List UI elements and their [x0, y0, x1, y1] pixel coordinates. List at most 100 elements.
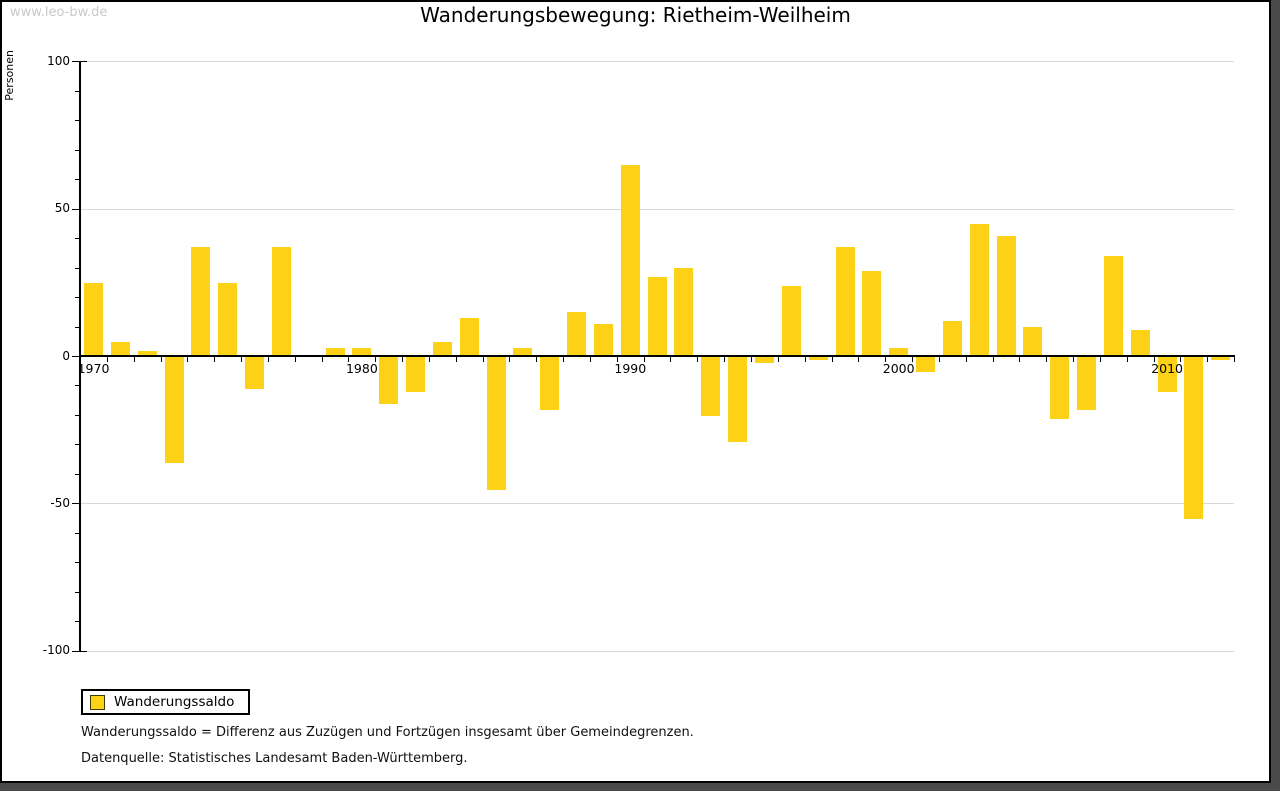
bar-1974 [191, 247, 210, 356]
x-tick [429, 357, 430, 362]
y-tick-minor [75, 120, 79, 122]
x-tick [724, 357, 725, 362]
x-tick [509, 357, 510, 362]
bar-2005 [1023, 327, 1042, 356]
x-tick [644, 357, 645, 362]
bar-1987 [540, 357, 559, 410]
x-tick [241, 357, 242, 362]
y-tick-label: 50 [54, 201, 70, 216]
x-tick [1154, 357, 1155, 362]
x-tick [832, 357, 833, 362]
legend-label: Wanderungssaldo [114, 694, 235, 710]
bar-2006 [1050, 357, 1069, 419]
x-tick [295, 357, 296, 362]
bar-1994 [728, 357, 747, 442]
x-tick [617, 357, 618, 362]
x-tick-label: 1970 [77, 361, 110, 376]
x-tick-label: 2000 [882, 361, 915, 376]
bar-2010 [1158, 357, 1177, 392]
x-tick [214, 357, 215, 362]
bar-1973 [165, 357, 184, 463]
bar-1996 [782, 286, 801, 357]
y-tick-minor [75, 385, 79, 387]
bar-1993 [701, 357, 720, 416]
x-tick [187, 357, 188, 362]
bar-1984 [460, 318, 479, 356]
bar-1979 [326, 348, 345, 357]
x-tick [456, 357, 457, 362]
y-tick-label: 0 [62, 348, 70, 363]
y-gridline [81, 503, 1234, 505]
y-gridline [81, 61, 1234, 63]
x-tick [1100, 357, 1101, 362]
bar-1985 [487, 357, 506, 490]
x-tick [563, 357, 564, 362]
bar-2002 [943, 321, 962, 356]
x-tick [1019, 357, 1020, 362]
y-axis-cap-bottom [81, 651, 87, 652]
y-gridline [81, 650, 1234, 652]
x-tick [1127, 357, 1128, 362]
bar-2003 [970, 224, 989, 357]
x-tick [1234, 357, 1235, 362]
footnote-definition: Wanderungssaldo = Differenz aus Zuzügen … [81, 725, 694, 740]
x-tick [161, 357, 162, 362]
x-tick [966, 357, 967, 362]
bar-1990 [621, 165, 640, 357]
y-tick-minor [75, 238, 79, 240]
bar-1971 [111, 342, 130, 357]
bar-2009 [1131, 330, 1150, 357]
x-tick [483, 357, 484, 362]
watermark: www.leo-bw.de [10, 5, 108, 20]
x-tick [697, 357, 698, 362]
y-tick-minor [75, 90, 79, 92]
x-axis [79, 355, 1235, 357]
x-tick [778, 357, 779, 362]
bar-1986 [513, 348, 532, 357]
bar-1976 [245, 357, 264, 389]
bar-1997 [809, 357, 828, 360]
y-tick-label: -100 [42, 643, 70, 658]
y-tick-major [72, 356, 79, 357]
footnote-source: Datenquelle: Statistisches Landesamt Bad… [81, 751, 468, 766]
y-tick-minor [75, 414, 79, 416]
bar-2001 [916, 357, 935, 372]
y-axis-cap-top [81, 61, 87, 62]
x-tick-label: 1990 [614, 361, 647, 376]
y-tick-major [72, 503, 79, 505]
y-tick-minor [75, 591, 79, 593]
x-tick [375, 357, 376, 362]
bar-1991 [648, 277, 667, 357]
bar-2004 [997, 236, 1016, 357]
chart-title: Wanderungsbewegung: Rietheim-Weilheim [420, 3, 851, 27]
bar-1981 [379, 357, 398, 404]
bar-1988 [567, 312, 586, 356]
bar-1977 [272, 247, 291, 356]
bar-1970 [84, 283, 103, 357]
y-tick-minor [75, 267, 79, 269]
y-tick-minor [75, 473, 79, 475]
x-tick [590, 357, 591, 362]
y-tick-minor [75, 149, 79, 151]
x-tick [858, 357, 859, 362]
x-tick [80, 357, 81, 362]
bar-2007 [1077, 357, 1096, 410]
x-tick [1180, 357, 1181, 362]
x-tick [885, 357, 886, 362]
bar-1972 [138, 351, 157, 357]
y-tick-major [72, 650, 79, 652]
y-tick-label: 100 [47, 53, 70, 68]
y-tick-label: -50 [50, 495, 70, 510]
x-tick [939, 357, 940, 362]
y-tick-minor [75, 532, 79, 534]
x-tick [268, 357, 269, 362]
y-tick-minor [75, 562, 79, 564]
bar-1995 [755, 357, 774, 363]
x-tick [348, 357, 349, 362]
bar-1983 [433, 342, 452, 357]
x-tick-label: 2010 [1151, 361, 1183, 376]
x-tick [1207, 357, 1208, 362]
x-tick [805, 357, 806, 362]
